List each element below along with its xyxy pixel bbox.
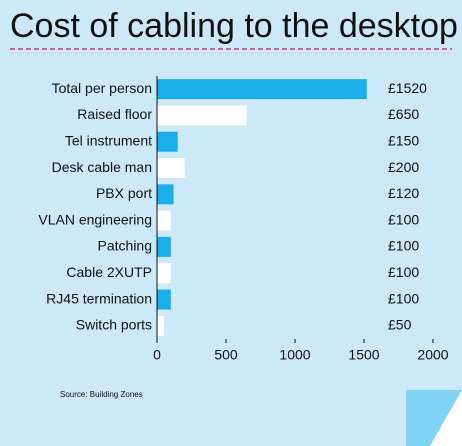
bar (157, 210, 171, 231)
category-label: Cable 2XUTP (66, 264, 152, 280)
bar (157, 158, 185, 179)
category-label: PBX port (96, 185, 152, 201)
bar (157, 315, 164, 336)
category-label: Raised floor (77, 106, 152, 122)
value-label: £100 (388, 238, 419, 254)
bar (157, 184, 174, 205)
category-label: Desk cable man (52, 159, 152, 175)
x-tick-label: 2000 (417, 347, 448, 363)
chart-title: Cost of cabling to the desktop (10, 7, 458, 45)
bar (157, 105, 247, 126)
bar (157, 263, 171, 284)
value-label: £50 (388, 317, 412, 333)
page-corner (430, 390, 462, 446)
value-label: £650 (388, 106, 419, 122)
bar (157, 289, 171, 310)
value-label: £200 (388, 159, 419, 175)
category-label: Tel instrument (65, 132, 152, 148)
value-label: £100 (388, 264, 419, 280)
x-tick-label: 0 (153, 347, 161, 363)
x-tick-label: 1500 (348, 347, 379, 363)
bar (157, 236, 171, 257)
page-fold (406, 390, 462, 446)
value-label: £100 (388, 211, 419, 227)
source: Source: Building Zones (60, 390, 143, 399)
category-label: RJ45 termination (46, 290, 152, 306)
value-label: £120 (388, 185, 419, 201)
value-label: £150 (388, 132, 419, 148)
value-label: £1520 (388, 80, 427, 96)
bar (157, 131, 178, 152)
category-label: Patching (98, 238, 152, 254)
category-label: Switch ports (76, 317, 152, 333)
value-label: £100 (388, 290, 419, 306)
x-tick-label: 500 (214, 347, 238, 363)
bar (157, 79, 367, 100)
category-label: VLAN engineering (38, 211, 152, 227)
x-tick-label: 1000 (279, 347, 310, 363)
category-label: Total per person (52, 80, 152, 96)
